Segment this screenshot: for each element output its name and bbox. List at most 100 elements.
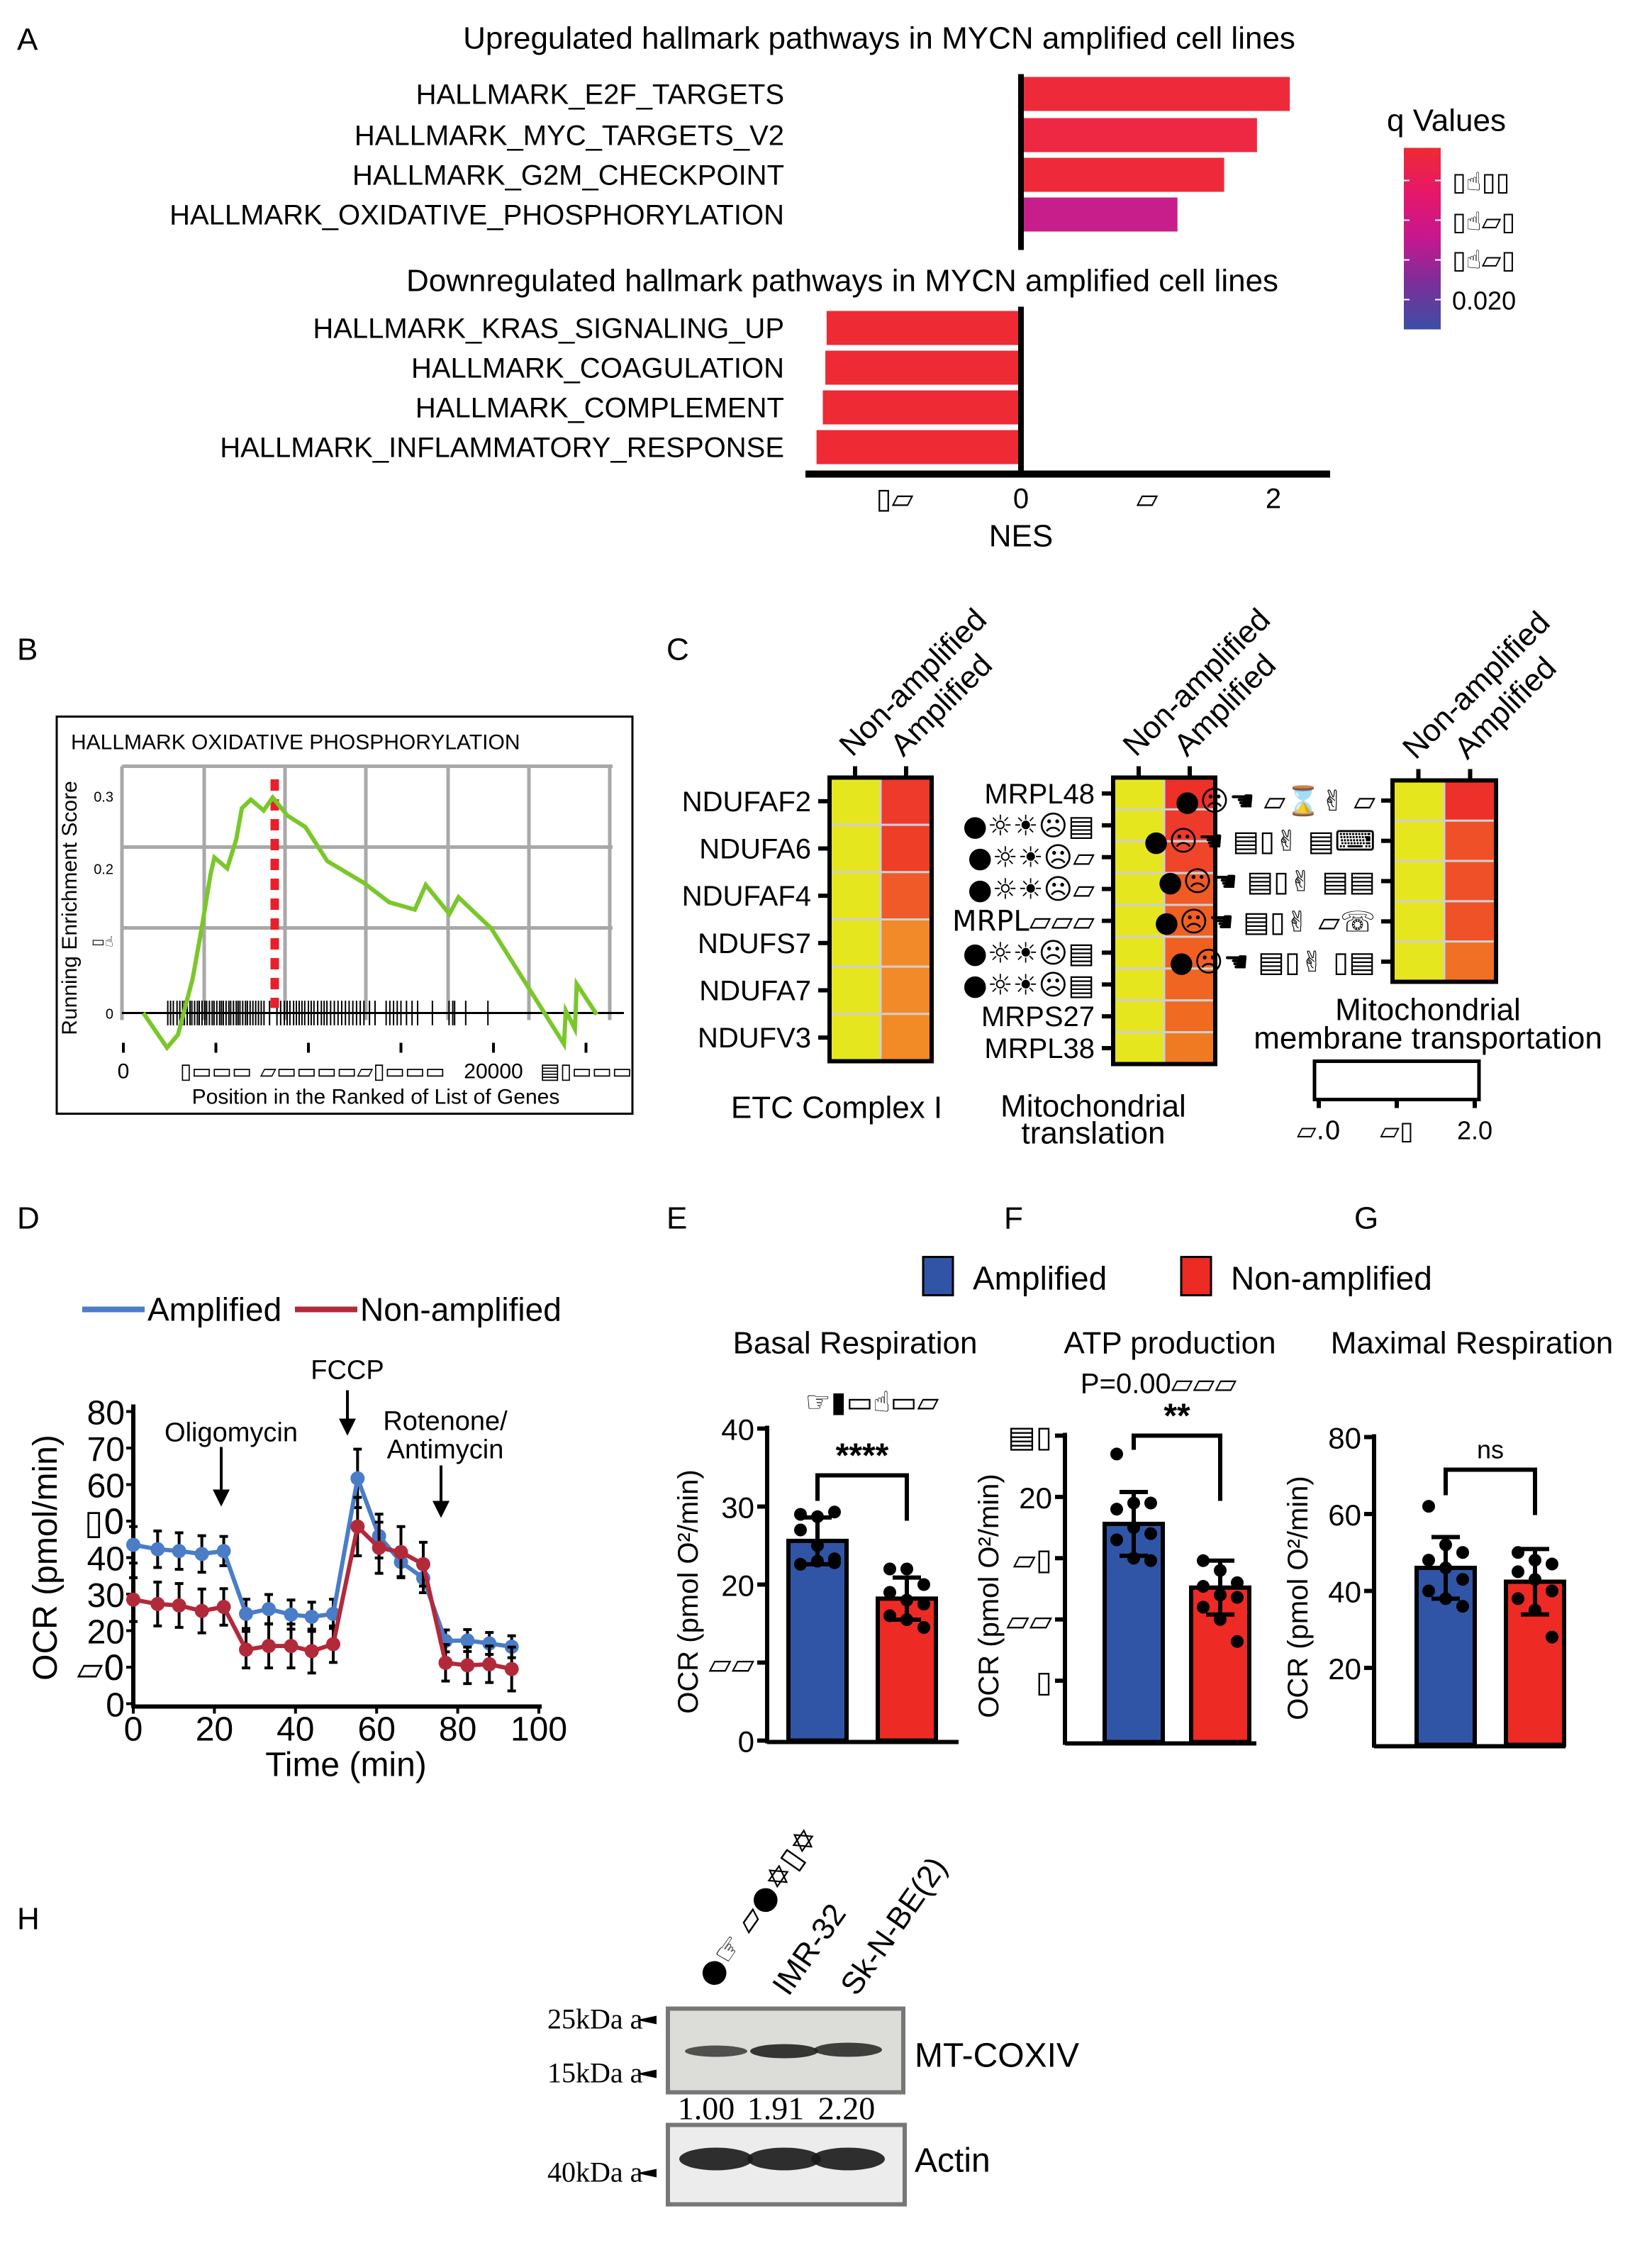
data-point: [1439, 1538, 1452, 1552]
data-point: [415, 1557, 430, 1571]
data-point: [1546, 1630, 1558, 1644]
x-tick-label: ▱: [1137, 483, 1159, 516]
y-tick-label: 60: [1328, 1498, 1361, 1532]
y-axis-title: OCR (pmol/min): [27, 1435, 65, 1681]
data-point: [350, 1519, 365, 1534]
x-tick-label: ▤▯▭▭▭: [540, 1059, 632, 1084]
data-point: [1456, 1600, 1469, 1613]
data-point: [1197, 1580, 1210, 1593]
y-axis-title: Running Enrichment Score: [58, 781, 82, 1035]
y-tick-label: ▱▱: [1006, 1603, 1052, 1638]
marker-label: 15kDa a: [547, 2057, 643, 2089]
x-tick-label: 0: [1013, 484, 1029, 515]
chart-title-down: Downregulated hallmark pathways in MYCN …: [406, 264, 1278, 299]
significance-bracket: [1444, 1467, 1537, 1515]
data-point: [828, 1505, 841, 1519]
bar: [1021, 157, 1224, 192]
data-point: [262, 1639, 277, 1654]
y-tick-label: 60: [87, 1468, 125, 1505]
y-tick-label: 20: [1019, 1481, 1052, 1515]
data-point: [1144, 1496, 1157, 1510]
protein-label: Actin: [915, 2142, 990, 2180]
data-point: [1110, 1503, 1123, 1516]
enrichment-curve: [141, 794, 599, 1052]
row-label: ●☹☚ ▤▯✌ ▯▤: [1169, 946, 1375, 979]
y-tick-label: ▱0: [77, 1649, 125, 1688]
band-quantification: 1.00: [678, 2091, 735, 2127]
data-point: [460, 1658, 475, 1673]
colorbar-label: ▯☝▱▯: [1452, 208, 1515, 237]
y-tick-label: 40: [87, 1541, 125, 1579]
treatment-label: Rotenone/: [383, 1407, 508, 1437]
protein-band: [747, 2147, 821, 2171]
data-point: [1144, 1527, 1157, 1540]
data-point: [216, 1544, 231, 1559]
heatmap-cell: [1112, 840, 1166, 874]
data-point: [194, 1547, 209, 1562]
heatmap-cell: [1443, 819, 1497, 862]
heatmap-title: translation: [1021, 1116, 1165, 1151]
protein-label: MT-COXIV: [915, 2037, 1079, 2075]
data-point: [1214, 1564, 1227, 1577]
data-point: [1127, 1496, 1140, 1510]
heatmap-cell: [828, 918, 882, 968]
data-point: [239, 1606, 254, 1621]
panel-c-heatmaps: NDUFAF2NDUFA6NDUFAF4NDUFS7NDUFA7NDUFV3No…: [682, 602, 1602, 1151]
heatmap-cell: [879, 918, 933, 968]
x-tick-label: ▯▱: [876, 483, 914, 516]
data-point: [284, 1607, 298, 1622]
y-tick-label: 0: [106, 1007, 113, 1023]
heatmap-cell: [879, 1013, 933, 1063]
p-value-label: ☞▮▭☝▭▱: [805, 1386, 939, 1419]
treatment-label: FCCP: [311, 1356, 384, 1386]
data-point: [1456, 1546, 1469, 1559]
colorbar: [1404, 148, 1441, 330]
row-label: NDUFS7: [698, 928, 811, 959]
data-point: [1529, 1603, 1541, 1617]
heatmap-cell: [1112, 935, 1166, 970]
data-point: [900, 1593, 913, 1607]
heatmap-cell: [879, 777, 933, 826]
heatmap-cell: [1443, 779, 1497, 822]
data-point: [150, 1542, 165, 1557]
heatmap-frame: [1111, 775, 1217, 1067]
heatmap-cell: [1112, 999, 1166, 1034]
protein-band: [750, 2044, 818, 2059]
data-point: [811, 1510, 824, 1523]
data-point: [304, 1644, 319, 1659]
data-point: [126, 1592, 140, 1607]
heatmap-cell: [1112, 967, 1166, 1002]
legend-swatch: [922, 1256, 954, 1296]
colorbar-label: 0.020: [1452, 286, 1516, 316]
bar-label: HALLMARK_INFLAMMATORY_RESPONSE: [220, 433, 784, 464]
data-point: [1439, 1561, 1452, 1574]
plot-frame: [55, 716, 634, 1115]
heatmap-title: Mitochondrial: [1000, 1089, 1186, 1124]
y-tick-label: 80: [87, 1395, 125, 1432]
y-tick-label: ▱▱: [708, 1647, 754, 1681]
x-axis-title: Position in the Ranked of List of Genes: [192, 1086, 560, 1109]
y-axis-title: OCR (pmol O²/min): [973, 1474, 1005, 1718]
protein-band: [811, 2147, 885, 2171]
row-label: ●☼☀☹▤: [963, 937, 1095, 969]
data-point: [1110, 1533, 1123, 1547]
data-point: [1110, 1447, 1123, 1461]
data-point: [811, 1554, 824, 1568]
bar: [786, 1538, 849, 1743]
y-tick-label: 20: [1328, 1652, 1361, 1686]
bar-label: HALLMARK_MYC_TARGETS_V2: [355, 121, 784, 152]
bar: [1021, 197, 1178, 232]
row-label: ●☹☚ ▤▯✌ ▱☏: [1154, 906, 1375, 938]
y-tick-label: 0.3: [94, 790, 113, 806]
heatmap-cell: [1163, 967, 1217, 1002]
heatmap-title: ETC Complex I: [731, 1091, 942, 1125]
protein-band: [685, 2045, 747, 2057]
data-point: [194, 1603, 209, 1618]
data-point: [1546, 1557, 1558, 1571]
heatmap-frame: [1390, 778, 1498, 984]
x-tick-label: 100: [510, 1711, 567, 1749]
heatmap-cell: [1163, 777, 1217, 811]
data-point: [900, 1613, 913, 1626]
heatmap-cell: [879, 965, 933, 1015]
data-point: [172, 1544, 186, 1559]
